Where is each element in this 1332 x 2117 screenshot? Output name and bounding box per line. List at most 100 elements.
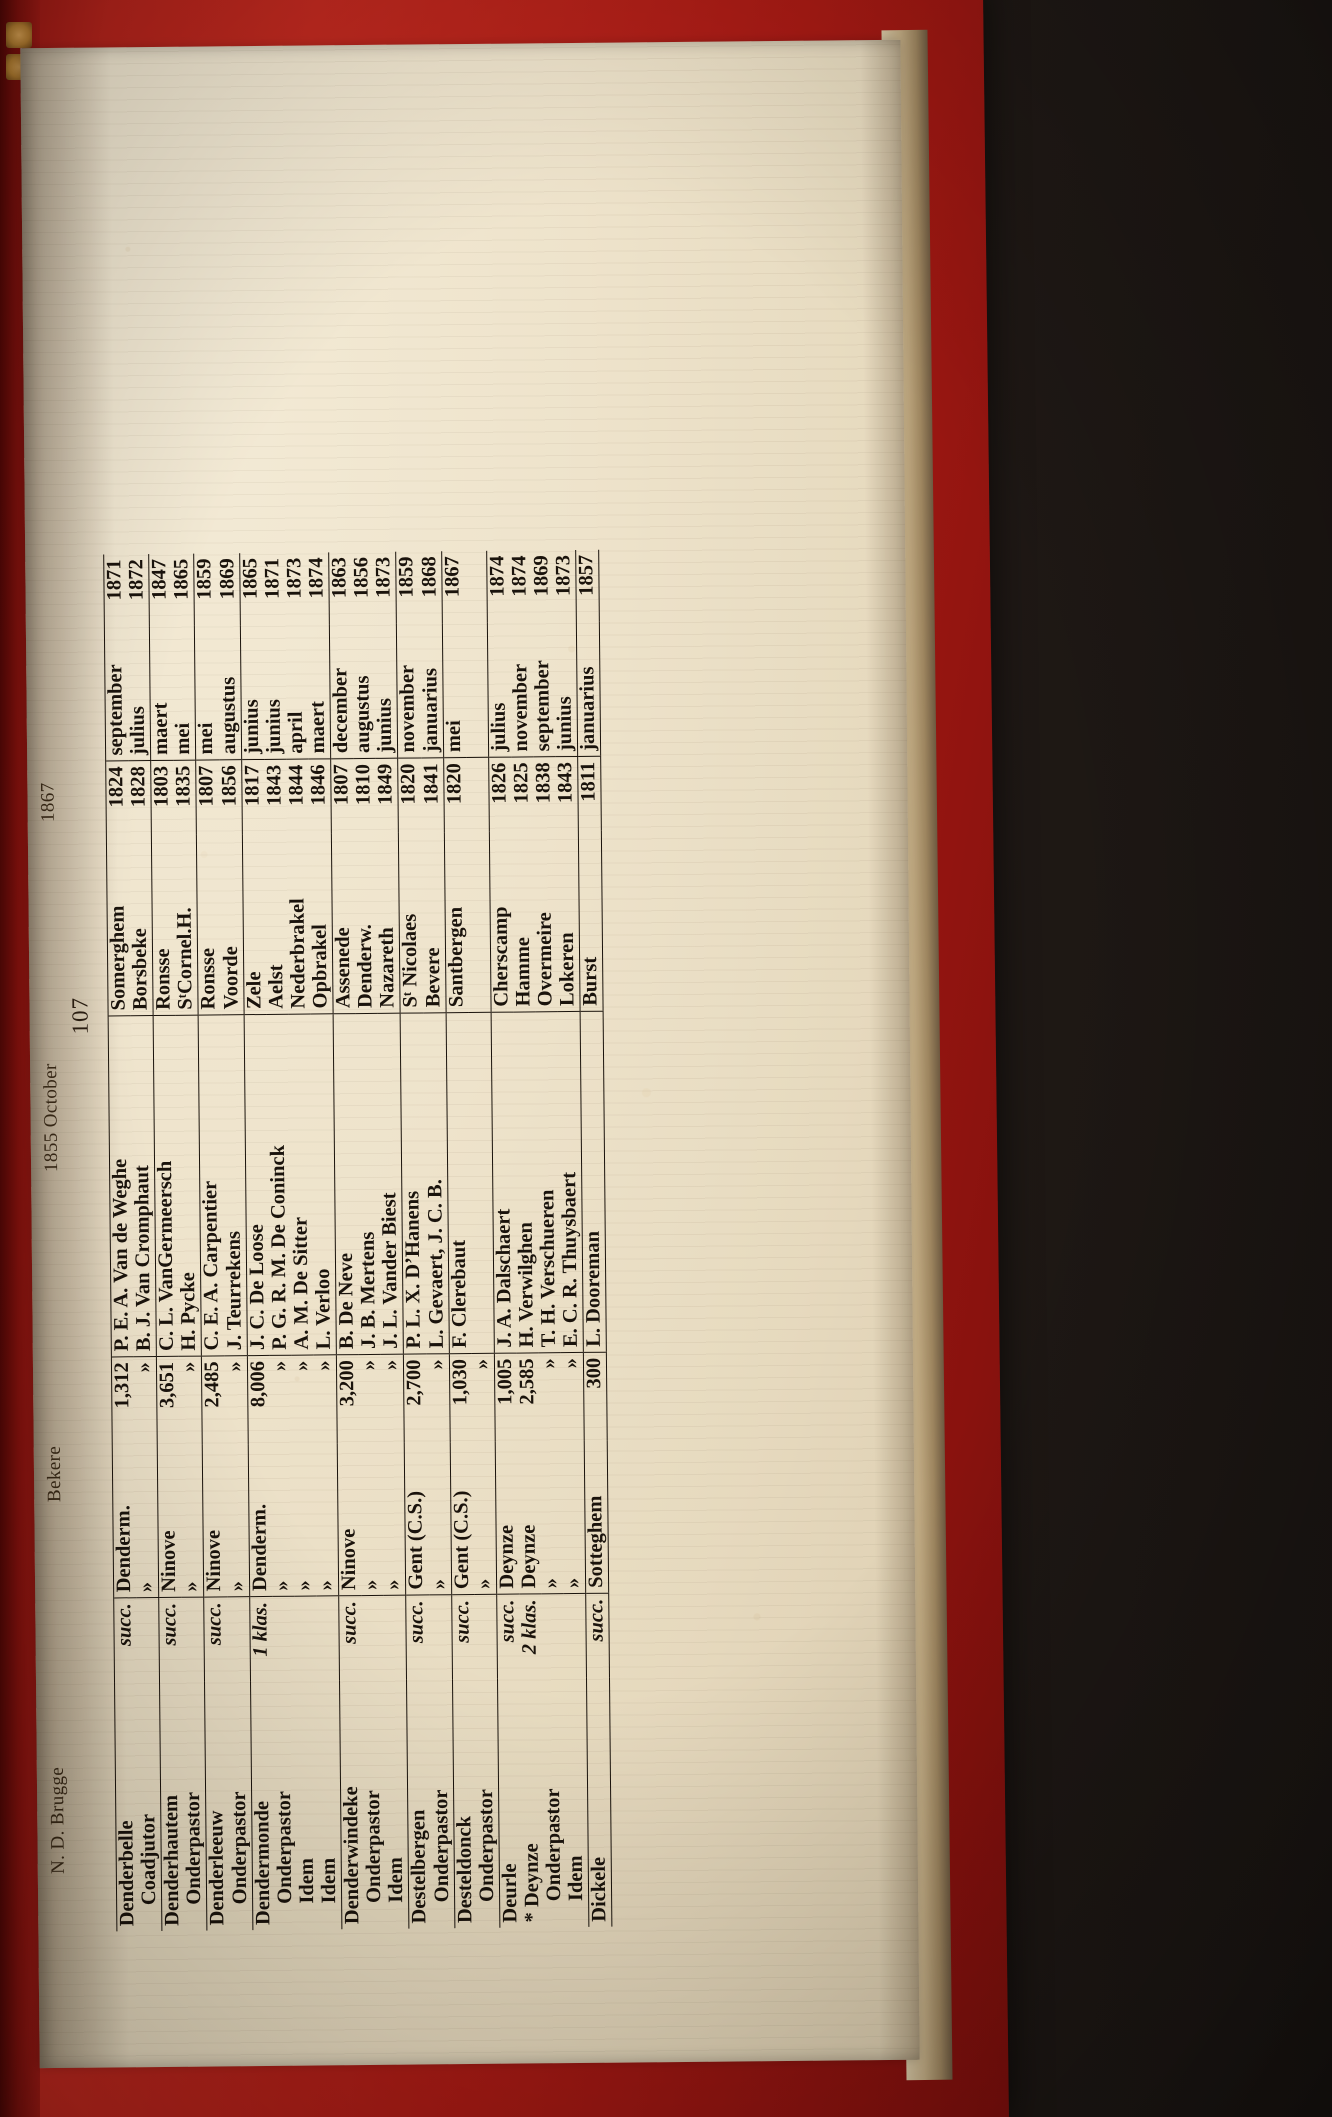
cell-birthplace: Voorde	[219, 834, 244, 1015]
cell-deanery: »	[314, 1443, 339, 1597]
cell-parish: Onderpastor	[474, 1789, 498, 1902]
cell-population: »	[268, 1360, 291, 1372]
cell-birthplace: Cherscamp	[489, 831, 514, 1013]
cell-priest-name: C. E. A. Carpentier	[198, 1014, 225, 1357]
cell-birth-year: 1835	[172, 765, 195, 807]
page-leaf: N. D. Brugge Bekere 1855 October 1867 10…	[20, 39, 920, 2069]
cell-class	[541, 1594, 564, 1679]
cell-deanery: »	[427, 1442, 452, 1595]
cell-parish: Idem	[317, 1857, 341, 1904]
cell-appointment-year: 1869	[215, 558, 239, 600]
cell-priest-name: L. Gevaert, J. C. B.	[423, 1012, 450, 1354]
spine-ornament-icon	[6, 22, 32, 48]
cell-priest-name: J. Teurrekens	[221, 1014, 248, 1356]
cell-population: »	[560, 1357, 583, 1369]
cell-appointment-year: 1859	[194, 553, 218, 626]
cell-birth-year: 1856	[217, 765, 241, 807]
rotated-page-content: N. D. Brugge Bekere 1855 October 1867 10…	[20, 40, 919, 1984]
cell-priest-name: J. L. Vander Biest	[377, 1013, 404, 1355]
cell-priest-name: P. L. X. D’Hanens	[400, 1012, 427, 1355]
cell-appointment-year: 1856	[350, 556, 373, 599]
cell-deanery: Deynze	[517, 1441, 542, 1595]
cell-birthplace: Hamme	[511, 831, 536, 1013]
cell-priest-name	[468, 1012, 495, 1354]
cell-appointment-month: junius	[554, 621, 578, 757]
cell-population: 2,585	[515, 1358, 539, 1405]
cell-birthplace: Assenede	[331, 833, 356, 1014]
cell-parish: Denderwindeke	[339, 1680, 365, 1930]
cell-population: »	[133, 1362, 156, 1373]
cell-birthplace: Sᵗ Nicolaes	[398, 832, 424, 1014]
cell-birthplace: Lokeren	[556, 830, 581, 1012]
cell-deanery: »	[472, 1441, 497, 1595]
cell-priest-name: J. B. Mertens	[355, 1013, 382, 1355]
cell-appointment-year: 1865	[170, 558, 193, 600]
cell-birthplace: Aelst	[264, 833, 289, 1015]
cell-birth-year: 1817	[241, 759, 265, 835]
cell-deanery: Sotteghem	[584, 1440, 610, 1594]
cell-appointment-year: 1872	[125, 559, 148, 601]
cell-deanery: »	[359, 1442, 384, 1596]
cell-birth-year: 1846	[307, 764, 330, 806]
cell-birthplace: Nazareth	[376, 832, 401, 1014]
cell-class	[474, 1594, 497, 1679]
cell-deanery: Ninove	[337, 1443, 362, 1596]
cell-birthplace: Ronsse	[151, 834, 176, 1016]
cell-priest-name: B. J. Van Cromphaut	[130, 1015, 157, 1357]
cell-parish: Dendermonde	[250, 1680, 276, 1931]
cell-class	[136, 1598, 159, 1683]
cell-birth-year: 1838	[532, 762, 555, 804]
cell-population: 1,030	[449, 1353, 473, 1443]
cell-appointment-year: 1859	[396, 551, 420, 624]
cell-appointment-year: 1867	[441, 551, 465, 624]
cell-priest-name: H. Verwilghen	[513, 1011, 539, 1354]
cell-birth-year	[466, 757, 489, 832]
cell-deanery: Deynze	[495, 1441, 520, 1595]
cell-parish: Destelbergen	[406, 1679, 432, 1929]
cell-deanery: »	[382, 1442, 407, 1596]
cell-population: »	[312, 1360, 336, 1371]
cell-parish: Onderpastor	[272, 1790, 296, 1904]
cell-class	[429, 1595, 452, 1680]
cell-birth-year: 1820	[443, 757, 467, 833]
cell-class	[294, 1596, 317, 1681]
cell-birthplace: Burst	[578, 830, 604, 1012]
cell-deanery: »	[270, 1443, 295, 1597]
cell-class: 1 klas.	[249, 1596, 273, 1682]
cell-deanery: Gent (C.S.)	[450, 1441, 474, 1595]
cell-birth-year: 1811	[577, 756, 602, 831]
cell-birthplace: Zele	[242, 833, 267, 1015]
cell-birthplace: Opbrakel	[309, 833, 334, 1015]
cell-deanery: »	[134, 1445, 159, 1598]
cell-class: succ.	[451, 1594, 475, 1680]
cell-appointment-year: 1869	[530, 555, 553, 597]
cell-parish: Onderpastor	[182, 1791, 206, 1905]
cell-population: »	[178, 1361, 201, 1373]
cell-appointment-month: april	[285, 624, 309, 760]
cell-class: succ.	[586, 1593, 610, 1678]
cell-priest-name: H. Pycke	[175, 1015, 202, 1357]
cell-appointment-month: januarius	[577, 621, 602, 757]
cell-birthplace: Santbergen	[444, 832, 469, 1013]
cell-deanery: Denderm.	[247, 1443, 272, 1597]
cell-birth-year: 1803	[150, 760, 175, 836]
cell-appointment-month: december	[329, 624, 354, 759]
cell-birth-year: 1843	[554, 761, 577, 804]
cell-birth-year: 1825	[510, 762, 533, 804]
cell-priest-name: P. G. R. M. De Coninck	[266, 1014, 292, 1356]
cell-parish: Onderpastor	[227, 1791, 251, 1905]
cell-appointment-year: 1874	[486, 550, 510, 623]
cell-appointment-month: mei	[442, 623, 466, 758]
cell-birthplace: SᵗCornel.H.	[174, 834, 199, 1016]
cell-appointment-year: 1871	[260, 557, 284, 599]
cell-parish: Idem	[385, 1857, 408, 1903]
cell-appointment-year	[464, 551, 487, 623]
cell-appointment-month: november	[397, 623, 421, 759]
cell-birthplace: Borsbeke	[129, 835, 154, 1016]
cell-appointment-month: junius	[374, 623, 399, 759]
cell-population: »	[380, 1359, 403, 1371]
cell-deanery: Ninove	[202, 1444, 227, 1598]
cell-birth-year: 1810	[352, 763, 375, 806]
cell-priest-name: E. C. R. Thuysbaert	[557, 1011, 584, 1353]
